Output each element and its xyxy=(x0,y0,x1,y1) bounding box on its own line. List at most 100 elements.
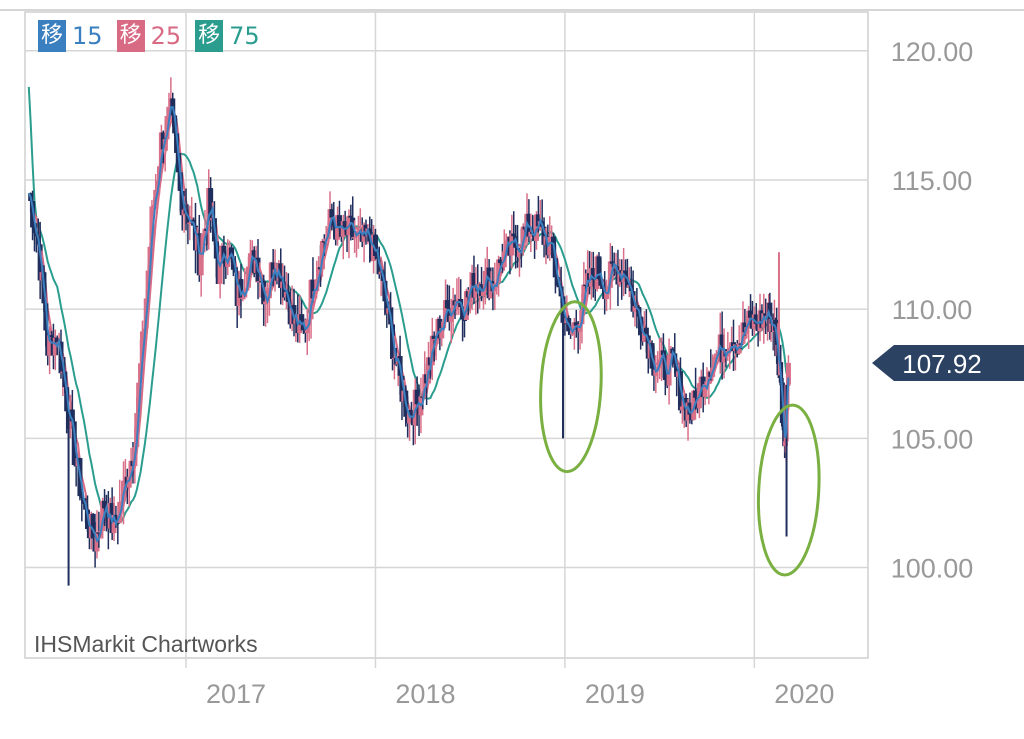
legend-swatch: 移 xyxy=(116,20,145,52)
candle-body xyxy=(200,233,206,253)
candle-body xyxy=(596,256,602,280)
candle-body xyxy=(630,291,636,312)
legend-value: 25 xyxy=(150,22,182,50)
y-tick-label: 115.00 xyxy=(892,166,973,196)
candle-body xyxy=(503,240,509,252)
candle-body xyxy=(541,226,547,245)
candle-body xyxy=(598,279,604,286)
candle-body xyxy=(263,301,269,305)
candle-body xyxy=(308,279,314,320)
candle-body xyxy=(740,322,746,344)
candle-body xyxy=(653,369,659,376)
candle-body xyxy=(151,204,157,207)
candle-body xyxy=(632,306,638,312)
candle-body xyxy=(111,514,117,534)
legend-swatch: 移 xyxy=(195,20,224,52)
candle-body xyxy=(316,267,322,280)
candle-body xyxy=(336,215,342,228)
candle-body xyxy=(126,476,132,488)
candle-body xyxy=(463,291,469,320)
candle-body xyxy=(238,279,244,298)
legend-item-ma25: 移 25 xyxy=(116,20,182,52)
current-price-tag: 107.92 xyxy=(872,345,1024,381)
candle-body xyxy=(753,314,759,324)
candle-body xyxy=(573,322,579,326)
candle-body xyxy=(422,374,428,398)
candle-body xyxy=(217,254,223,284)
x-tick-label: 2017 xyxy=(206,679,266,709)
candle-body xyxy=(128,460,134,477)
ma15-series xyxy=(27,106,790,543)
watermark: IHSMarkit Chartworks xyxy=(34,631,258,657)
candle-body xyxy=(321,240,327,243)
candle-body xyxy=(372,234,378,257)
candle-body xyxy=(187,222,193,225)
candle-body xyxy=(461,319,467,322)
candle-body xyxy=(300,324,306,330)
current-price-label: 107.92 xyxy=(902,349,982,379)
candle-body xyxy=(30,201,36,228)
candle-body xyxy=(480,291,486,297)
candle-body xyxy=(471,272,477,298)
x-tick-label: 2020 xyxy=(774,679,834,709)
annotation-ellipse xyxy=(539,300,603,474)
candle-body xyxy=(412,389,418,426)
candle-body xyxy=(96,532,102,534)
candle-body xyxy=(509,233,515,256)
candle-body xyxy=(609,261,615,264)
y-tick-label: 110.00 xyxy=(892,295,973,325)
candle-body xyxy=(185,213,191,224)
candle-body xyxy=(240,297,246,299)
candle-body xyxy=(384,301,390,314)
candle-body xyxy=(327,209,333,228)
candle-body xyxy=(329,209,335,218)
candle-body xyxy=(348,215,354,218)
legend-value: 15 xyxy=(72,22,103,50)
candle-body xyxy=(179,190,185,216)
candle-body xyxy=(31,227,37,234)
annotations xyxy=(539,300,821,577)
candle-body xyxy=(746,310,752,328)
candle-body xyxy=(583,284,589,287)
candle-body xyxy=(52,337,58,356)
candle-body xyxy=(607,261,613,288)
candle-body xyxy=(443,300,449,322)
candle-body xyxy=(37,244,43,281)
candle-body xyxy=(102,500,108,509)
candle-body xyxy=(496,259,502,283)
candle-body xyxy=(374,256,380,259)
legend-value: 75 xyxy=(229,22,260,50)
candle-body xyxy=(444,300,450,309)
candle-body xyxy=(528,231,534,237)
legend-item-ma15: 移 15 xyxy=(38,20,103,52)
candle-body xyxy=(164,116,170,140)
candle-body xyxy=(54,337,60,345)
legend-swatch: 移 xyxy=(38,20,67,52)
grid xyxy=(25,12,868,668)
candle-body xyxy=(562,322,568,325)
candle-body xyxy=(136,382,142,414)
legend: 移 15 移 25 移 75 xyxy=(38,20,260,52)
candle-body xyxy=(414,389,420,405)
candle-body xyxy=(702,384,708,398)
candle-body xyxy=(638,316,644,335)
candle-body xyxy=(460,307,466,320)
axes: 120.00 115.00 110.00 105.00 100.00 2017 2018 20… xyxy=(206,37,973,709)
candle-body xyxy=(712,356,718,368)
candle-body xyxy=(166,107,172,117)
candle-body xyxy=(247,253,253,267)
candle-body xyxy=(748,310,754,318)
candle-body xyxy=(624,277,630,288)
candle-body xyxy=(342,221,348,229)
candle-body xyxy=(773,319,779,331)
candle-body xyxy=(448,315,454,323)
candle-body xyxy=(299,314,305,325)
candle-body xyxy=(552,258,558,277)
candle-body xyxy=(604,291,610,300)
candle-body xyxy=(547,237,553,256)
x-tick-label: 2018 xyxy=(395,679,455,709)
candle-body xyxy=(497,259,503,263)
candle-body xyxy=(390,324,396,359)
candle-body xyxy=(139,331,145,364)
candle-body xyxy=(208,188,214,221)
